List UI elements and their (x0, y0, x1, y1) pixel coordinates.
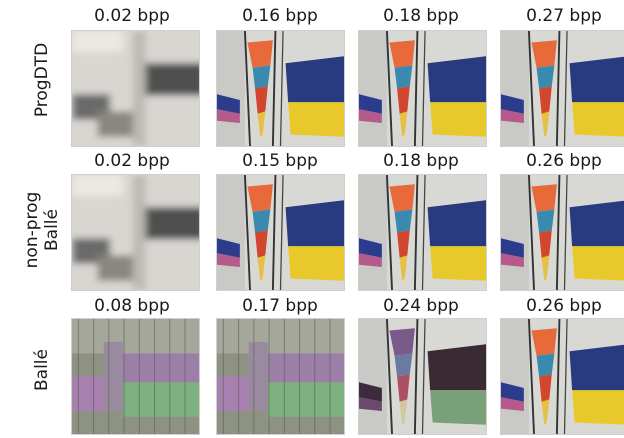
reconstruction-image (216, 30, 345, 147)
bpp-label: 0.02 bpp (94, 151, 170, 171)
reconstruction-image (500, 30, 624, 147)
row-label-non-prog-balle: non-prog Ballé (22, 170, 62, 290)
bpp-label: 0.26 bpp (526, 151, 602, 171)
row-label-line: non-prog (22, 191, 42, 269)
bpp-label: 0.18 bpp (383, 151, 459, 171)
bpp-label: 0.02 bpp (94, 6, 170, 26)
reconstruction-image (216, 318, 345, 435)
bpp-label: 0.18 bpp (383, 6, 459, 26)
bpp-label: 0.15 bpp (242, 151, 318, 171)
reconstruction-image (71, 318, 200, 435)
row-label-line: ProgDTD (32, 42, 52, 118)
bpp-label: 0.24 bpp (383, 296, 459, 316)
reconstruction-image (500, 318, 624, 435)
reconstruction-image (358, 30, 487, 147)
bpp-label: 0.17 bpp (242, 296, 318, 316)
bpp-label: 0.27 bpp (526, 6, 602, 26)
row-label-balle: Ballé (22, 310, 62, 430)
reconstruction-image (358, 174, 487, 291)
row-label-line: Ballé (32, 349, 52, 391)
reconstruction-image (71, 30, 200, 147)
bpp-label: 0.08 bpp (94, 296, 170, 316)
reconstruction-image (500, 174, 624, 291)
reconstruction-image (358, 318, 487, 435)
bpp-label: 0.16 bpp (242, 6, 318, 26)
row-label-progdtd: ProgDTD (22, 20, 62, 140)
row-label-line: Ballé (42, 209, 62, 251)
reconstruction-image (216, 174, 345, 291)
bpp-label: 0.26 bpp (526, 296, 602, 316)
reconstruction-image (71, 174, 200, 291)
